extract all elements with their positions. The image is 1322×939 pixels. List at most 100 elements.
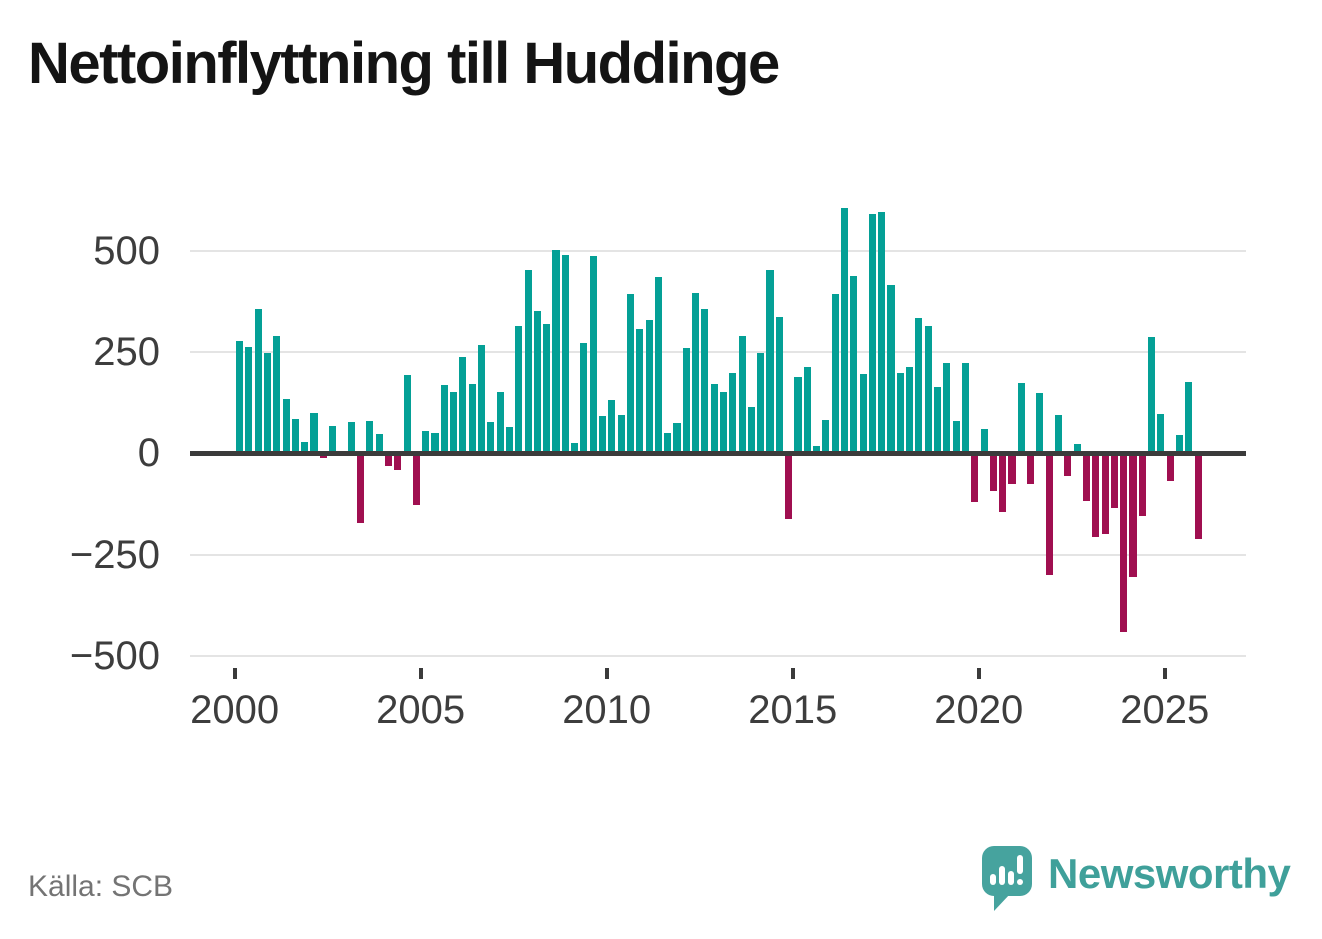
zero-axis-line (190, 450, 1246, 456)
bar-2003-Q4 (375, 433, 383, 454)
bar-2025-Q4 (1194, 453, 1202, 539)
bar-2025-Q3 (1185, 381, 1193, 454)
source-note: Källa: SCB (28, 870, 174, 903)
bar-2001-Q4 (301, 442, 309, 454)
bar-2014-Q2 (766, 270, 774, 454)
gridline (190, 655, 1246, 657)
bar-2023-Q2 (1101, 453, 1109, 534)
bar-2006-Q2 (468, 384, 476, 454)
x-axis-tick-label: 2025 (1120, 688, 1210, 732)
bar-2013-Q2 (729, 373, 737, 454)
x-axis-tick (418, 668, 423, 679)
bar-2013-Q4 (747, 407, 755, 454)
bar-2024-Q1 (1129, 453, 1137, 577)
bar-2003-Q1 (347, 421, 355, 454)
bar-2017-Q3 (887, 285, 895, 454)
bar-2018-Q1 (906, 366, 914, 454)
bar-2010-Q1 (608, 399, 616, 454)
bar-2000-Q3 (254, 309, 262, 454)
bar-2012-Q3 (701, 308, 709, 454)
bar-2018-Q4 (933, 387, 942, 454)
bar-2011-Q1 (645, 319, 653, 454)
newsworthy-wordmark: Newsworthy (1048, 850, 1291, 897)
bar-2019-Q2 (952, 420, 960, 454)
bar-2015-Q2 (803, 367, 811, 454)
bar-2013-Q1 (719, 392, 728, 454)
bar-2005-Q3 (440, 384, 448, 454)
gridline (190, 249, 1246, 252)
bar-2012-Q4 (710, 384, 718, 454)
logo-bar-icon (999, 866, 1005, 885)
bar-2020-Q4 (1008, 453, 1016, 485)
bar-2025-Q1 (1166, 453, 1174, 482)
y-axis-tick-label: −250 (69, 532, 160, 577)
bar-2015-Q3 (813, 446, 821, 454)
bar-2018-Q2 (915, 317, 923, 454)
y-axis-tick-label: 250 (93, 329, 160, 374)
bar-2006-Q1 (459, 356, 467, 454)
bar-2005-Q4 (450, 392, 458, 454)
bar-2023-Q4 (1120, 453, 1128, 633)
bar-2025-Q2 (1175, 435, 1184, 454)
bar-2000-Q2 (245, 347, 253, 454)
newsworthy-bubble-icon (982, 846, 1032, 911)
bar-2014-Q4 (785, 453, 793, 519)
bar-2014-Q1 (757, 353, 765, 454)
bar-2012-Q1 (682, 348, 690, 454)
bar-2022-Q2 (1064, 453, 1072, 477)
bar-2017-Q1 (868, 213, 876, 454)
bar-2020-Q3 (999, 453, 1007, 513)
bar-2021-Q4 (1045, 453, 1053, 575)
bar-2019-Q3 (961, 362, 970, 454)
x-axis-tick-label: 2000 (190, 688, 280, 732)
bar-2023-Q1 (1092, 453, 1100, 538)
y-axis-tick-label: 0 (137, 431, 160, 476)
bar-2008-Q1 (533, 311, 541, 454)
bar-2008-Q4 (561, 255, 569, 454)
bar-2013-Q3 (738, 335, 746, 454)
bar-2011-Q4 (673, 422, 681, 454)
bar-2005-Q2 (431, 432, 439, 454)
x-axis-tick-label: 2020 (934, 688, 1024, 732)
bar-2024-Q2 (1138, 453, 1146, 516)
bar-2021-Q3 (1036, 393, 1044, 454)
bar-2009-Q4 (598, 416, 607, 454)
x-axis-tick (604, 668, 609, 679)
gridline (190, 350, 1246, 353)
bar-2016-Q1 (831, 293, 839, 454)
bar-2020-Q2 (989, 453, 997, 491)
bar-2011-Q2 (654, 276, 662, 454)
bar-2001-Q1 (273, 335, 281, 454)
bar-2021-Q2 (1027, 453, 1035, 484)
bar-2004-Q2 (394, 453, 402, 471)
bar-2001-Q2 (282, 399, 290, 454)
bar-2002-Q1 (310, 412, 318, 454)
bar-2007-Q3 (515, 326, 523, 454)
bar-2017-Q2 (878, 212, 886, 454)
bar-2004-Q3 (403, 375, 411, 454)
bar-2016-Q4 (859, 373, 867, 454)
bar-2009-Q3 (589, 255, 597, 454)
x-axis-tick-label: 2010 (562, 688, 652, 732)
x-axis-tick (976, 668, 981, 679)
logo-exclamation-icon (1017, 855, 1023, 874)
bar-2003-Q3 (366, 420, 374, 454)
gridline (190, 553, 1246, 556)
bar-2010-Q4 (636, 329, 644, 454)
bar-2011-Q3 (664, 432, 672, 454)
bar-2004-Q1 (384, 453, 393, 466)
bar-2008-Q3 (552, 249, 560, 454)
bar-2022-Q4 (1082, 453, 1090, 502)
logo-bar-icon (990, 874, 996, 885)
bar-2009-Q2 (580, 342, 588, 454)
bar-2018-Q3 (924, 326, 932, 454)
x-axis-tick (232, 668, 237, 679)
bar-2019-Q1 (943, 362, 951, 454)
bar-2000-Q4 (263, 352, 272, 454)
bar-2006-Q3 (478, 345, 486, 454)
newsworthy-logo: Newsworthy (982, 846, 1291, 911)
bar-2010-Q2 (617, 415, 625, 454)
bar-2024-Q4 (1157, 414, 1165, 454)
